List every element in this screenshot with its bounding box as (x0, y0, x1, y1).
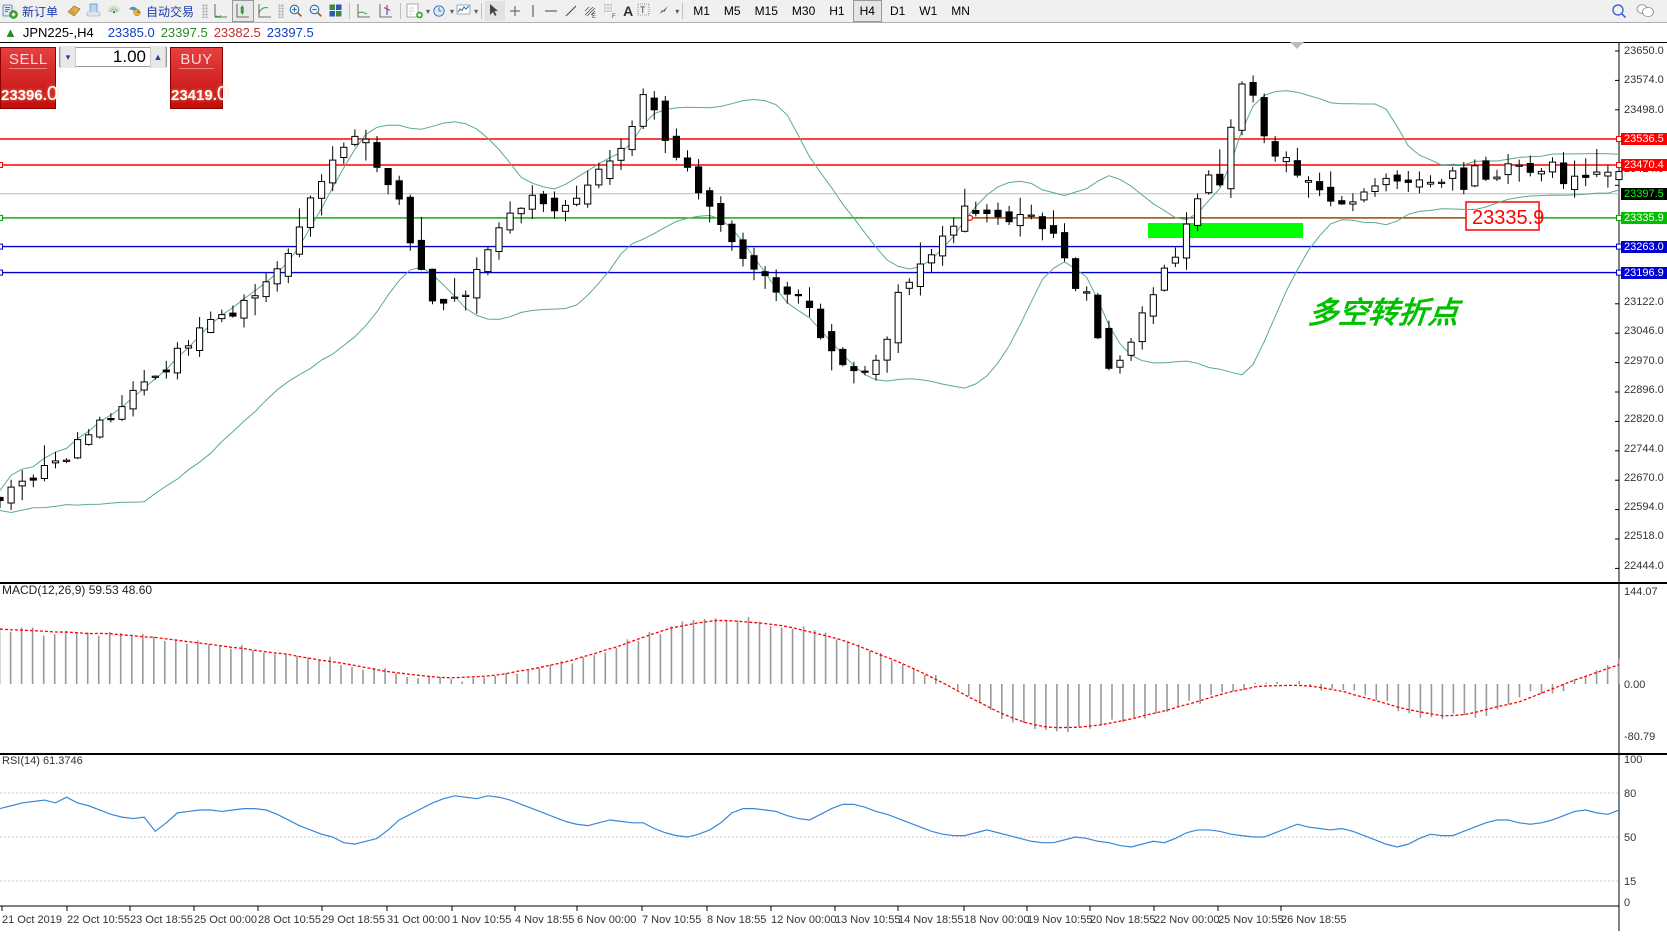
svg-text:23397.5: 23397.5 (1624, 188, 1664, 200)
svg-text:23470.4: 23470.4 (1624, 159, 1664, 171)
svg-text:E: E (592, 14, 596, 19)
svg-text:23196.9: 23196.9 (1624, 267, 1664, 279)
svg-text:22896.0: 22896.0 (1624, 384, 1664, 396)
svg-text:80: 80 (1624, 788, 1636, 800)
svg-text:22 Oct 10:55: 22 Oct 10:55 (67, 914, 130, 926)
svg-text:23650.0: 23650.0 (1624, 45, 1664, 57)
svg-text:14 Nov 18:55: 14 Nov 18:55 (898, 914, 963, 926)
svg-text:23574.0: 23574.0 (1624, 74, 1664, 86)
svg-text:22 Nov 00:00: 22 Nov 00:00 (1154, 914, 1219, 926)
svg-text:1 Nov 10:55: 1 Nov 10:55 (452, 914, 511, 926)
svg-text:13 Nov 10:55: 13 Nov 10:55 (835, 914, 900, 926)
svg-text:8 Nov 18:55: 8 Nov 18:55 (707, 914, 766, 926)
svg-text:29 Oct 18:55: 29 Oct 18:55 (322, 914, 385, 926)
svg-text:100: 100 (1624, 754, 1642, 766)
svg-text:25 Oct 00:00: 25 Oct 00:00 (194, 914, 257, 926)
svg-text:23335.9: 23335.9 (1624, 212, 1664, 224)
svg-text:15: 15 (1624, 876, 1636, 888)
svg-text:23122.0: 23122.0 (1624, 296, 1664, 308)
svg-text:23 Oct 18:55: 23 Oct 18:55 (130, 914, 193, 926)
svg-text:28 Oct 10:55: 28 Oct 10:55 (258, 914, 321, 926)
svg-text:144.07: 144.07 (1624, 586, 1658, 598)
svg-text:MACD(12,26,9) 59.53 48.60: MACD(12,26,9) 59.53 48.60 (2, 583, 152, 597)
svg-text:RSI(14) 61.3746: RSI(14) 61.3746 (2, 755, 83, 767)
svg-text:22970.0: 22970.0 (1624, 355, 1664, 367)
svg-text:25 Nov 10:55: 25 Nov 10:55 (1218, 914, 1283, 926)
svg-text:22820.0: 22820.0 (1624, 413, 1664, 425)
svg-text:20 Nov 18:55: 20 Nov 18:55 (1090, 914, 1155, 926)
svg-text:多空转折点: 多空转折点 (1307, 296, 1464, 330)
svg-text:22744.0: 22744.0 (1624, 443, 1664, 455)
svg-text:-80.79: -80.79 (1624, 731, 1655, 743)
svg-text:26 Nov 18:55: 26 Nov 18:55 (1281, 914, 1346, 926)
svg-text:31 Oct 00:00: 31 Oct 00:00 (387, 914, 450, 926)
svg-text:19 Nov 10:55: 19 Nov 10:55 (1027, 914, 1092, 926)
svg-text:21 Oct 2019: 21 Oct 2019 (2, 914, 62, 926)
svg-text:7 Nov 10:55: 7 Nov 10:55 (642, 914, 701, 926)
svg-text:23335.9: 23335.9 (1472, 207, 1544, 229)
svg-text:23536.5: 23536.5 (1624, 133, 1664, 145)
svg-text:18 Nov 00:00: 18 Nov 00:00 (964, 914, 1029, 926)
svg-text:22444.0: 22444.0 (1624, 560, 1664, 572)
svg-text:22594.0: 22594.0 (1624, 501, 1664, 513)
svg-text:12 Nov 00:00: 12 Nov 00:00 (771, 914, 836, 926)
svg-text:0: 0 (1624, 897, 1630, 909)
svg-text:4 Nov 18:55: 4 Nov 18:55 (515, 914, 574, 926)
svg-text:23263.0: 23263.0 (1624, 241, 1664, 253)
svg-text:50: 50 (1624, 832, 1636, 844)
svg-text:F: F (612, 14, 616, 19)
svg-text:0.00: 0.00 (1624, 679, 1645, 691)
svg-text:23498.0: 23498.0 (1624, 104, 1664, 116)
svg-text:T: T (640, 5, 646, 15)
svg-text:22670.0: 22670.0 (1624, 472, 1664, 484)
svg-text:22518.0: 22518.0 (1624, 530, 1664, 542)
svg-text:23046.0: 23046.0 (1624, 325, 1664, 337)
svg-text:6 Nov 00:00: 6 Nov 00:00 (577, 914, 636, 926)
